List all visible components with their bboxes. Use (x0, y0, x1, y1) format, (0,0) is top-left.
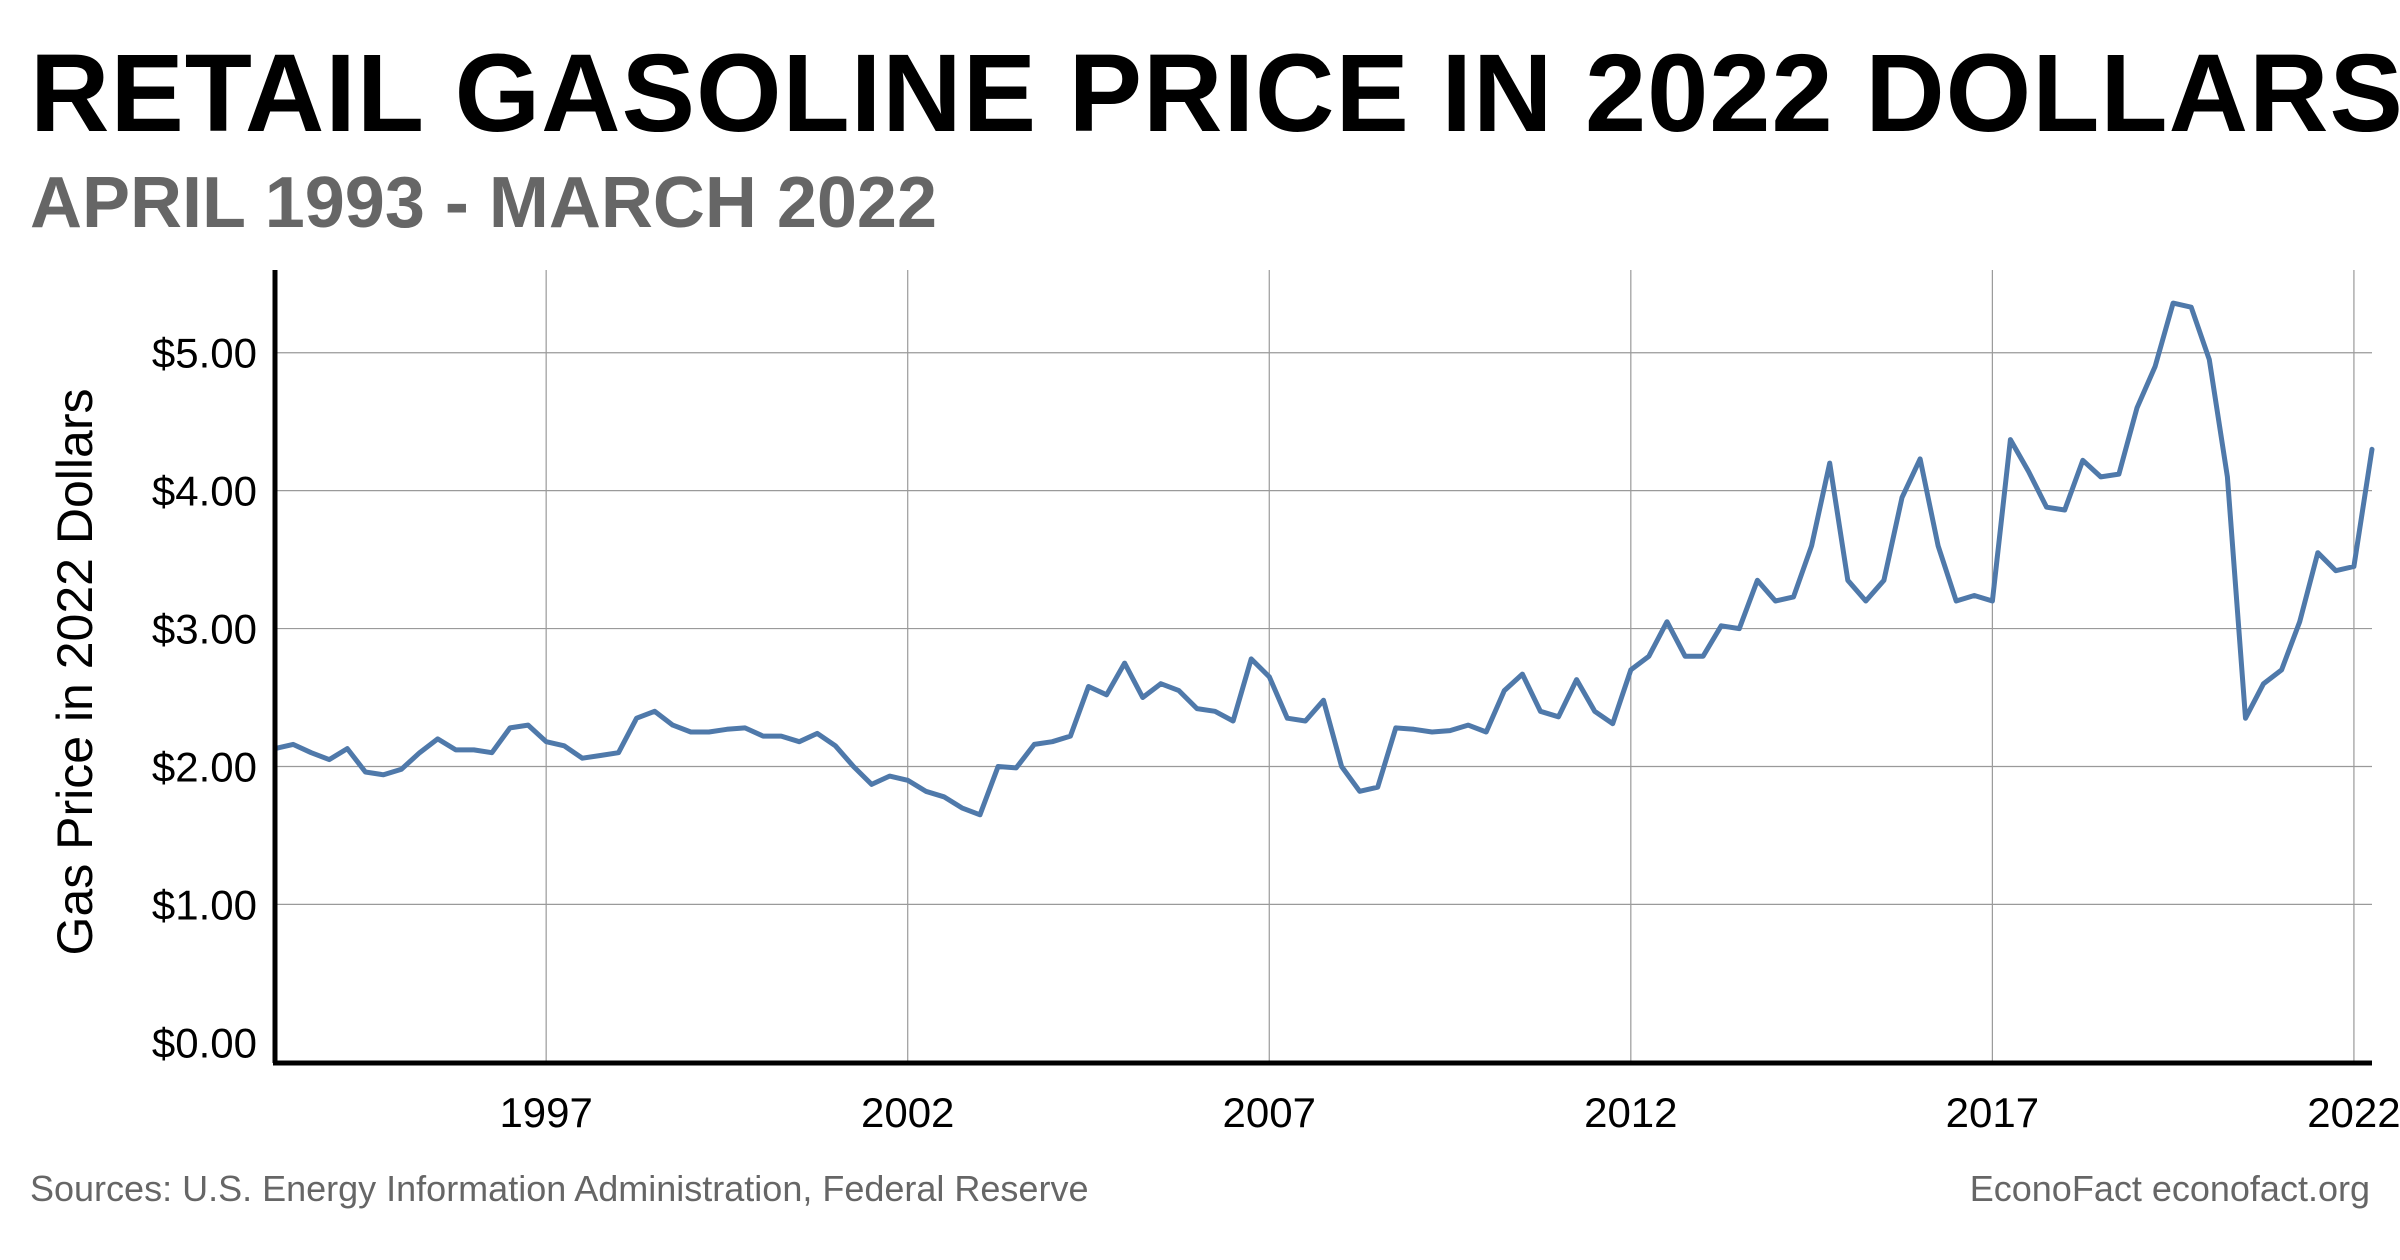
series-line (272, 300, 2375, 818)
source-note: Sources: U.S. Energy Information Adminis… (30, 1168, 1089, 1209)
x-tick-label: 2012 (1584, 1089, 1677, 1136)
x-tick-label: 1997 (499, 1089, 592, 1136)
tick-labels: $0.00 $1.00 $2.00 $3.00 $4.00 $5.00 1997 2002 20… (152, 330, 2400, 1136)
x-tick-label: 2007 (1223, 1089, 1316, 1136)
axes (272, 270, 2372, 1066)
grid-lines (275, 270, 2372, 1063)
credit-note: EconoFact econofact.org (1969, 1168, 2370, 1209)
y-axis-label: Gas Price in 2022 Dollars (47, 389, 103, 956)
y-tick-label: $5.00 (152, 330, 257, 377)
x-tick-label: 2002 (861, 1089, 954, 1136)
x-tick-label: 2022 (2307, 1089, 2400, 1136)
y-tick-label: $2.00 (152, 743, 257, 790)
chart-subtitle: APRIL 1993 - MARCH 2022 (30, 163, 937, 243)
y-tick-label: $1.00 (152, 881, 257, 928)
chart-title: RETAIL GASOLINE PRICE IN 2022 DOLLARS (30, 32, 2400, 155)
y-tick-label: $0.00 (152, 1019, 257, 1066)
x-tick-label: 2017 (1946, 1089, 2039, 1136)
series-layer (272, 300, 2375, 818)
y-tick-label: $3.00 (152, 606, 257, 653)
y-tick-label: $4.00 (152, 468, 257, 515)
